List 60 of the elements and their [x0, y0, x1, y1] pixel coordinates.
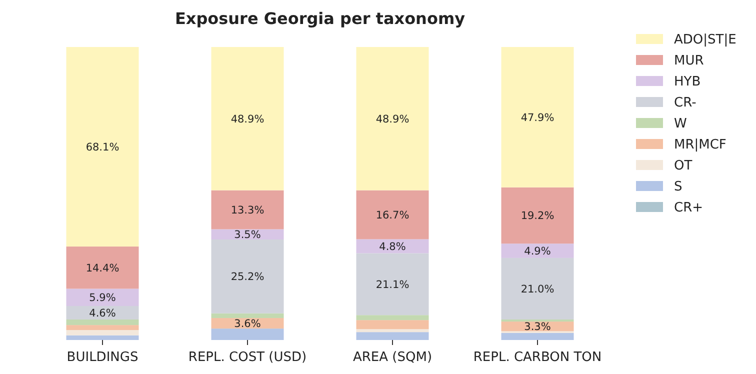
bar: [211, 229, 284, 240]
bar: [66, 47, 139, 247]
x-tick-label: AREA (SQM): [352, 350, 432, 365]
bar: [66, 325, 139, 330]
data-label: 3.5%: [234, 229, 261, 242]
legend-label: MR|MCF: [674, 138, 726, 153]
data-label: 4.9%: [524, 245, 551, 258]
data-label: 21.0%: [520, 283, 554, 296]
legend-label: ADO|ST|E: [674, 32, 736, 48]
data-label: 14.4%: [86, 262, 120, 274]
bar: [66, 335, 139, 340]
bar: [356, 47, 429, 190]
bar: [66, 246, 139, 289]
bar: [356, 190, 429, 240]
bar: [211, 328, 284, 340]
data-label: 13.3%: [230, 204, 264, 216]
bar: [356, 315, 429, 320]
bar: [501, 187, 574, 244]
data-label: 4.8%: [379, 240, 406, 253]
data-label: 47.9%: [520, 112, 554, 124]
legend-label: S: [674, 180, 682, 195]
bar: [356, 329, 429, 332]
data-label: 3.3%: [524, 321, 551, 334]
data-label: 68.1%: [86, 141, 120, 154]
bar: [356, 253, 429, 316]
data-label: 5.9%: [89, 292, 116, 304]
data-label: 3.6%: [234, 318, 261, 330]
legend-label: W: [674, 116, 687, 132]
data-label: 48.9%: [230, 113, 264, 126]
bar: [501, 244, 574, 258]
bar: [211, 240, 284, 314]
bar: [356, 239, 429, 254]
bar: [356, 332, 429, 340]
data-label: 19.2%: [520, 210, 554, 222]
bar: [211, 190, 284, 230]
x-tick-label: BUILDINGS: [66, 350, 138, 365]
legend-label: CR-: [674, 96, 697, 111]
data-label: 4.6%: [89, 307, 116, 320]
x-tick-label: REPL. CARBON TON: [473, 350, 602, 365]
bar: [356, 320, 429, 330]
bar: [501, 332, 574, 340]
bar: [501, 258, 574, 320]
bar: [501, 47, 574, 188]
data-label: 21.1%: [376, 278, 410, 291]
bar: [211, 313, 284, 318]
data-label: 16.7%: [376, 209, 410, 222]
chart-title: Exposure Georgia per taxonomy: [174, 9, 466, 28]
legend-label: OT: [674, 158, 692, 174]
legend-label: MUR: [674, 54, 704, 69]
data-label: 48.9%: [376, 113, 410, 126]
bar: [66, 288, 139, 306]
x-tick-label: REPL. COST (USD): [188, 350, 307, 365]
bar: [501, 319, 574, 322]
bar: [66, 330, 139, 336]
data-label: 25.2%: [230, 271, 264, 284]
bar: [211, 47, 284, 190]
bar: [66, 306, 139, 320]
bar: [66, 319, 139, 326]
legend-label: CR+: [674, 200, 704, 216]
legend-label: HYB: [674, 74, 701, 90]
